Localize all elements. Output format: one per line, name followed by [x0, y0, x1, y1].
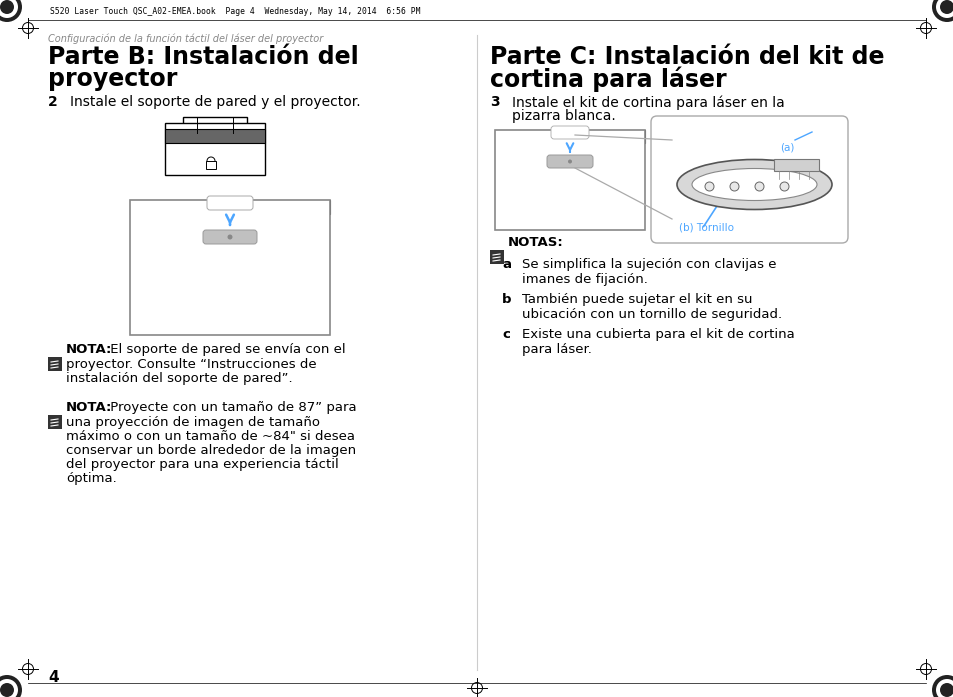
Circle shape: [0, 679, 18, 697]
Bar: [165, 129, 265, 143]
Text: máximo o con un tamaño de ~84" si desea: máximo o con un tamaño de ~84" si desea: [66, 430, 355, 443]
Text: a: a: [501, 258, 511, 271]
Text: El soporte de pared se envía con el: El soporte de pared se envía con el: [106, 343, 345, 356]
Bar: [490, 250, 503, 264]
FancyBboxPatch shape: [203, 230, 256, 244]
Circle shape: [931, 675, 953, 697]
Text: Instale el kit de cortina para láser en la: Instale el kit de cortina para láser en …: [512, 95, 784, 109]
Text: NOTA:: NOTA:: [66, 343, 112, 356]
Circle shape: [939, 683, 953, 697]
Text: para láser.: para láser.: [521, 343, 591, 356]
Ellipse shape: [691, 169, 816, 201]
Text: Existe una cubierta para el kit de cortina: Existe una cubierta para el kit de corti…: [521, 328, 794, 341]
Bar: [165, 123, 265, 175]
Text: (a): (a): [780, 142, 794, 152]
Text: Parte C: Instalación del kit de: Parte C: Instalación del kit de: [490, 45, 883, 69]
Text: También puede sujetar el kit en su: También puede sujetar el kit en su: [521, 293, 752, 306]
Text: una proyección de imagen de tamaño: una proyección de imagen de tamaño: [66, 416, 319, 429]
Ellipse shape: [677, 160, 831, 210]
Text: 2: 2: [48, 95, 58, 109]
Circle shape: [939, 0, 953, 14]
Text: conservar un borde alrededor de la imagen: conservar un borde alrededor de la image…: [66, 444, 355, 457]
Text: Se simplifica la sujeción con clavijas e: Se simplifica la sujeción con clavijas e: [521, 258, 776, 271]
Circle shape: [0, 0, 18, 18]
Text: 4: 4: [48, 670, 58, 685]
Bar: [774, 158, 819, 171]
Circle shape: [227, 234, 233, 240]
Bar: [48, 357, 62, 371]
FancyBboxPatch shape: [650, 116, 847, 243]
Bar: [495, 130, 644, 230]
FancyBboxPatch shape: [546, 155, 593, 168]
Bar: [130, 200, 330, 214]
Text: pizarra blanca.: pizarra blanca.: [512, 109, 615, 123]
Text: proyector: proyector: [48, 67, 177, 91]
Circle shape: [931, 0, 953, 22]
Circle shape: [935, 0, 953, 18]
Text: NOTAS:: NOTAS:: [507, 236, 563, 249]
Circle shape: [729, 182, 739, 191]
Text: NOTA:: NOTA:: [66, 401, 112, 414]
Circle shape: [567, 160, 572, 164]
Text: Configuración de la función táctil del láser del proyector: Configuración de la función táctil del l…: [48, 33, 323, 43]
FancyBboxPatch shape: [207, 196, 253, 210]
Circle shape: [935, 679, 953, 697]
Text: del proyector para una experiencia táctil: del proyector para una experiencia tácti…: [66, 458, 338, 471]
Circle shape: [0, 0, 22, 22]
Text: óptima.: óptima.: [66, 472, 116, 485]
FancyBboxPatch shape: [551, 126, 588, 139]
Circle shape: [0, 0, 14, 14]
Text: Parte B: Instalación del: Parte B: Instalación del: [48, 45, 358, 69]
Text: proyector. Consulte “Instrucciones de: proyector. Consulte “Instrucciones de: [66, 358, 316, 371]
Text: b: b: [501, 293, 511, 306]
Circle shape: [704, 182, 713, 191]
Bar: [206, 161, 215, 169]
Bar: [48, 415, 62, 429]
Bar: [495, 130, 644, 143]
Text: S520 Laser Touch QSC_A02-EMEA.book  Page 4  Wednesday, May 14, 2014  6:56 PM: S520 Laser Touch QSC_A02-EMEA.book Page …: [50, 8, 420, 17]
Circle shape: [780, 182, 788, 191]
Text: (b) Tornillo: (b) Tornillo: [679, 223, 733, 233]
Circle shape: [754, 182, 763, 191]
Text: imanes de fijación.: imanes de fijación.: [521, 273, 647, 286]
Text: 3: 3: [490, 95, 499, 109]
Text: ubicación con un tornillo de seguridad.: ubicación con un tornillo de seguridad.: [521, 308, 781, 321]
Bar: [183, 117, 247, 133]
Text: instalación del soporte de pared”.: instalación del soporte de pared”.: [66, 372, 293, 385]
Bar: [130, 200, 330, 335]
Circle shape: [0, 683, 14, 697]
Text: Proyecte con un tamaño de 87” para: Proyecte con un tamaño de 87” para: [106, 401, 356, 414]
Text: c: c: [501, 328, 509, 341]
Text: Instale el soporte de pared y el proyector.: Instale el soporte de pared y el proyect…: [70, 95, 360, 109]
Text: cortina para láser: cortina para láser: [490, 67, 726, 93]
Circle shape: [0, 675, 22, 697]
